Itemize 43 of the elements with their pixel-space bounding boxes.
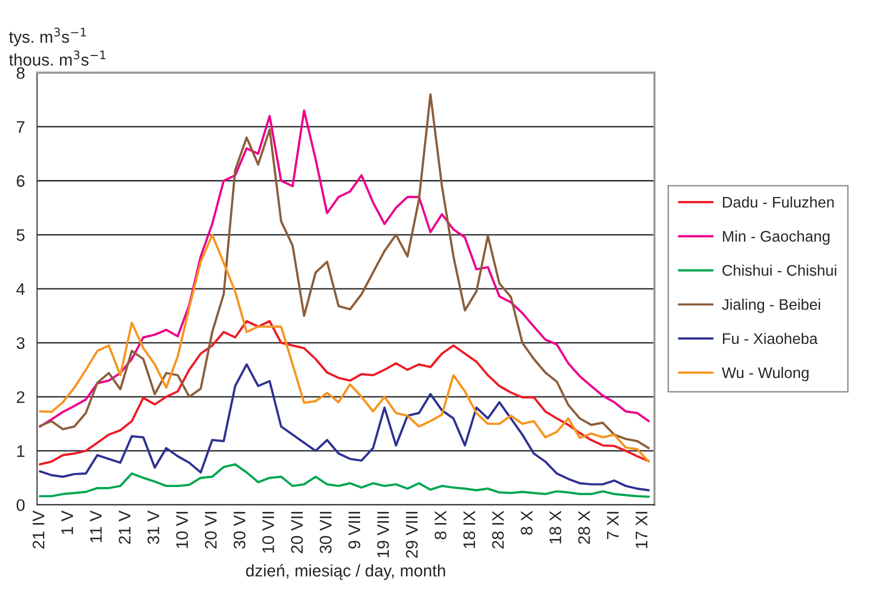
line-series [38, 234, 650, 463]
text: tys. m$^{3}$s$^{−1}$ thous. m$^{3}$s$^{−1}$ [9, 28, 106, 66]
y-tick-label: 6 [16, 175, 25, 187]
x-tick-label: 28 IX [492, 510, 504, 548]
y-tick-label: 7 [16, 121, 24, 133]
x-tick-label: 31 V [147, 510, 160, 544]
x-tick-label: 8 IX [434, 510, 446, 540]
y-tick-label: 0 [16, 499, 25, 512]
legend-label: Min - Gaochang [722, 230, 830, 245]
x-tick-label: 18 X [549, 510, 562, 544]
legend-label: Jialing - Beibei [722, 298, 820, 313]
x-tick-label: 19 VIII [377, 512, 389, 558]
x-tick-label: 20 VI [204, 512, 217, 548]
line-series [38, 320, 650, 466]
legend-label: Chishui - Chishui [722, 264, 836, 276]
x-tick-label: 28 X [578, 510, 590, 544]
x-tick-label: 10 VII [262, 512, 274, 553]
y-tick-label: 8 [16, 67, 25, 79]
x-tick-label: 18 IX [463, 510, 476, 548]
x-tick-label: 17 XI [636, 512, 648, 548]
legend-label: Fu - Xiaoheba [722, 332, 818, 344]
legend-label: Dadu - Fuluzhen [722, 196, 834, 208]
x-tick-label: 11 V [90, 510, 102, 542]
x-tick-label: 7 XI [607, 512, 619, 540]
x-tick-label: 1 V [61, 510, 73, 534]
y-tick-label: 1 [17, 445, 24, 457]
x-tick-label: 30 VII [320, 512, 332, 554]
x-tick-label: 9 VIII [348, 512, 360, 549]
x-axis-title: dzień, miesiąc / day, month [246, 564, 446, 580]
x-tick-label: 21 V [118, 510, 130, 544]
y-tick-label: 5 [16, 229, 25, 241]
legend-label: Wu - Wulong [722, 366, 809, 382]
x-tick-label: 10 VI [176, 512, 188, 548]
y-tick-label: 4 [16, 283, 25, 295]
x-tick-label: 20 VII [291, 512, 303, 554]
y-tick-label: 2 [16, 391, 24, 403]
x-tick-label: 8 X [520, 510, 533, 535]
x-tick-label: 21 IV [32, 510, 44, 548]
line-series [38, 363, 650, 492]
y-tick-label: 3 [16, 337, 25, 349]
line-series [38, 463, 650, 498]
x-tick-label: 29 VIII [406, 512, 418, 558]
x-tick-label: 30 VI [234, 512, 246, 549]
